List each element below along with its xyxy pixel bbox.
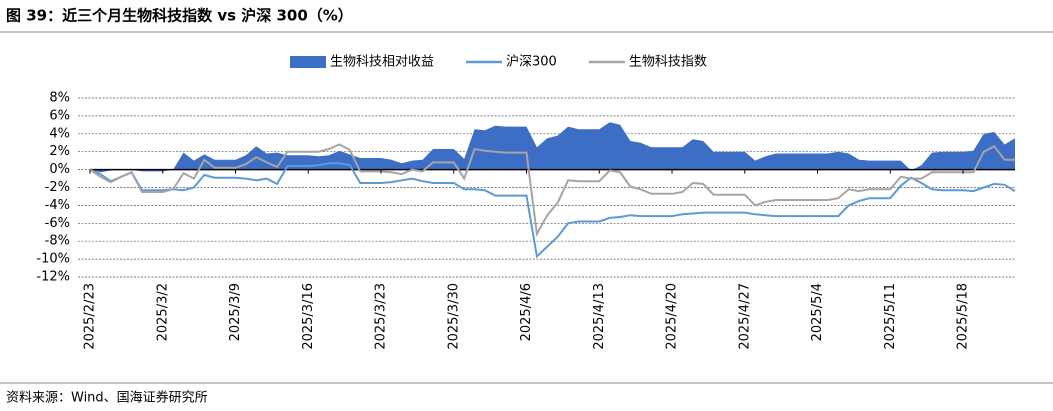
x-tick-label: 2025/4/13 [592,283,607,350]
y-tick-label: 2% [49,144,70,159]
x-tick-label: 2025/3/30 [446,283,461,350]
x-tick-label: 2025/5/11 [883,283,898,350]
x-tick-label: 2025/3/9 [228,283,243,341]
y-tick-label: -8% [45,234,70,249]
source: 资料来源：Wind、国海证券研究所 [6,390,208,406]
area [90,122,1015,173]
x-tick-label: 2025/2/23 [83,283,98,350]
y-tick-label: 0% [49,162,70,177]
x-tick-label: 2025/3/2 [155,283,170,341]
y-tick-label: 8% [49,91,70,106]
x-tick-label: 2025/5/4 [810,283,825,341]
line [89,143,1015,238]
y-tick-label: 4% [49,126,70,141]
x-tick-label: 2025/4/6 [519,283,534,341]
y-tick-label: -6% [45,216,70,231]
legend-swatch [290,56,326,68]
x-tick-label: 2025/4/27 [737,283,752,350]
x-tick-label: 2025/3/23 [374,283,389,350]
y-tick-label: -2% [45,180,70,195]
y-tick-label: -10% [36,252,70,267]
line [89,162,1016,259]
y-tick-label: 6% [49,108,70,123]
legend-label: 生物科技指数 [629,55,707,70]
x-tick-label: 2025/3/16 [301,283,316,350]
y-tick-label: -12% [36,270,70,285]
legend-label: 生物科技相对收益 [330,55,434,70]
legend-label: 沪深300 [506,54,557,70]
y-tick-label: -4% [45,198,70,213]
chart-title: 图 39：近三个月生物科技指数 vs 沪深 300（%） [6,7,353,25]
x-tick-label: 2025/5/18 [956,283,971,350]
x-tick-label: 2025/4/20 [665,283,680,350]
